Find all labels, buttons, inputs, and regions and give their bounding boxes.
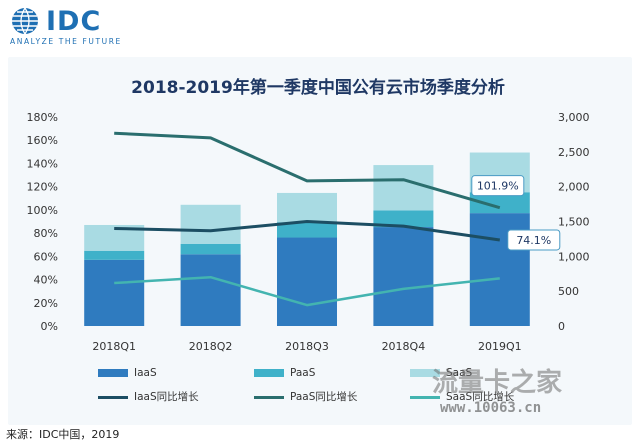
y-left-tick-label: 120% [27, 181, 58, 194]
bar-iaas [84, 259, 145, 326]
bar-iaas [180, 254, 241, 326]
legend-item-paas-growth: PaaS同比增长 [254, 389, 357, 404]
y-right-tick-label: 0 [558, 320, 565, 333]
y-left-tick-label: 40% [34, 274, 58, 287]
y-left-tick-label: 140% [27, 157, 58, 170]
y-left-tick-label: 160% [27, 134, 58, 147]
legend-line-paas-growth [254, 395, 284, 399]
legend-label-paas: PaaS [290, 367, 316, 379]
legend-label-saas-growth: SaaS同比增长 [446, 391, 515, 403]
legend-line-saas-growth [410, 395, 440, 399]
chart-title: 2018-2019年第一季度中国公有云市场季度分析 [131, 78, 505, 98]
y-left-tick-label: 80% [34, 227, 58, 240]
y-right-tick-label: 1,000 [558, 250, 590, 263]
x-tick-label: 2018Q4 [382, 340, 426, 353]
y-right-tick-label: 500 [558, 285, 579, 298]
legend-label-saas: SaaS [446, 367, 473, 379]
annotation-box [507, 229, 561, 251]
legend-swatch-paas [254, 369, 284, 377]
y-right-tick-label: 3,000 [558, 111, 590, 124]
bar-iaas [277, 237, 337, 326]
annotation-label: 74.1% [516, 234, 551, 247]
annotation-box [471, 175, 525, 197]
bar-paas [84, 250, 145, 260]
x-tick-label: 2018Q2 [189, 340, 233, 353]
bar-paas [277, 222, 337, 238]
x-tick-label: 2019Q1 [478, 340, 522, 353]
logo-tagline: ANALYZE THE FUTURE [10, 37, 122, 46]
legend-line-iaas-growth [98, 395, 128, 399]
legend-label-iaas-growth: IaaS同比增长 [134, 391, 199, 403]
legend-item-saas: SaaS [410, 367, 472, 379]
chart-legend: IaaS PaaS SaaS IaaS同比增长 PaaS同比增长 SaaS同比增… [98, 367, 538, 407]
legend-label-iaas: IaaS [134, 367, 157, 379]
bar-paas [469, 192, 530, 214]
y-left-tick-label: 0% [41, 320, 58, 333]
legend-swatch-iaas [98, 369, 128, 377]
bar-paas [373, 210, 434, 228]
bar-saas [180, 204, 241, 244]
y-right-tick-label: 1,500 [558, 216, 590, 229]
x-tick-label: 2018Q3 [285, 340, 329, 353]
legend-swatch-saas [410, 369, 440, 377]
bar-saas [373, 165, 434, 211]
y-right-tick-label: 2,000 [558, 181, 590, 194]
annotation-label: 101.9% [477, 180, 519, 193]
legend-item-iaas: IaaS [98, 367, 157, 379]
legend-item-saas-growth: SaaS同比增长 [410, 389, 514, 404]
bar-saas [277, 192, 337, 223]
y-left-tick-label: 60% [34, 250, 58, 263]
legend-item-paas: PaaS [254, 367, 315, 379]
line-iaas-growth [114, 220, 501, 242]
line-saas-growth [114, 275, 500, 307]
legend-item-iaas-growth: IaaS同比增长 [98, 389, 199, 404]
y-left-tick-label: 100% [27, 204, 58, 217]
x-tick-label: 2018Q1 [92, 340, 136, 353]
bar-paas [180, 243, 241, 255]
y-left-tick-label: 20% [34, 297, 58, 310]
line-paas-growth [114, 131, 501, 210]
legend-label-paas-growth: PaaS同比增长 [290, 391, 358, 403]
bar-iaas [373, 227, 434, 326]
source-note: 来源：IDC中国，2019 [6, 428, 120, 441]
y-right-tick-label: 2,500 [558, 146, 590, 159]
idc-logo: IDC ANALYZE THE FUTURE [10, 4, 180, 48]
globe-icon [12, 7, 38, 35]
y-left-tick-label: 180% [27, 111, 58, 124]
logo-wordmark: IDC [46, 6, 102, 37]
